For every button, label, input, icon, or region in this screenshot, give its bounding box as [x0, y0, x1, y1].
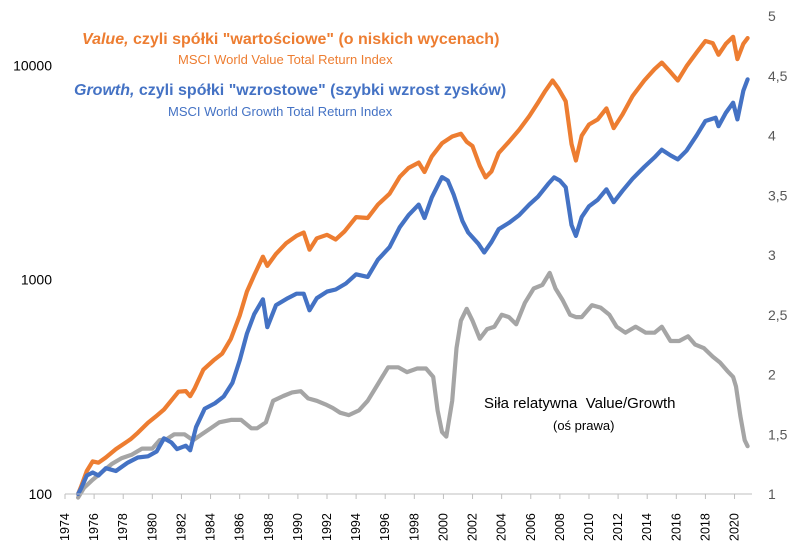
right-tick-label: 2 [768, 367, 776, 383]
right-axis-ticks: 1 1,5 2 2,5 3 3,5 4 4,5 5 [768, 8, 788, 502]
x-tick-label: 1986 [233, 513, 247, 541]
x-tick-label: 2004 [495, 513, 509, 541]
value-index-line [76, 34, 750, 497]
x-tick-label: 2016 [669, 513, 683, 541]
x-tick-label: 2012 [611, 513, 625, 541]
relative-strength-line [76, 270, 750, 500]
left-axis-ticks: 100 1000 10000 [13, 57, 52, 502]
x-tick-label: 1982 [174, 513, 188, 541]
right-tick-label: 3 [768, 247, 776, 263]
value-title-rest: czyli spółki "wartościowe" (o niskich wy… [129, 31, 500, 48]
x-tick-label: 1990 [291, 513, 305, 541]
left-tick-label: 100 [29, 486, 53, 502]
x-tick-label: 2014 [640, 513, 654, 541]
series-layer [76, 34, 750, 500]
right-tick-label: 3,5 [768, 187, 788, 203]
right-tick-label: 4 [768, 128, 776, 144]
right-tick-label: 1 [768, 486, 776, 502]
x-tick-label: 2008 [553, 513, 567, 541]
growth-title-italic: Growth, [74, 82, 134, 99]
growth-index-line [76, 77, 750, 497]
growth-title-rest: czyli spółki "wzrostowe" (szybki wzrost … [134, 82, 506, 99]
right-tick-label: 1,5 [768, 426, 788, 442]
x-tick-label: 1980 [145, 513, 159, 541]
left-tick-label: 10000 [13, 57, 52, 73]
right-tick-label: 4,5 [768, 68, 788, 84]
relative-strength-sublabel: (oś prawa) [553, 418, 614, 433]
x-tick-label: 1992 [320, 513, 334, 541]
x-tick-label: 2000 [436, 513, 450, 541]
x-tick-label: 1974 [58, 513, 72, 541]
right-tick-label: 5 [768, 8, 776, 24]
x-tick-label: 1994 [349, 513, 363, 541]
growth-subtitle: MSCI World Growth Total Return Index [168, 104, 393, 119]
relative-strength-label: Siła relatywna Value/Growth [484, 395, 675, 412]
x-tick-label: 2010 [582, 513, 596, 541]
value-title: Value, czyli spółki "wartościowe" (o nis… [82, 31, 499, 48]
x-tick-label: 2002 [466, 513, 480, 541]
left-tick-label: 1000 [21, 272, 52, 288]
x-axis-ticks: 1974 1976 1978 1980 1982 1984 1986 1988 1990 1992… [58, 494, 742, 541]
growth-title: Growth, czyli spółki "wzrostowe" (szybki… [74, 82, 506, 99]
value-subtitle: MSCI World Value Total Return Index [178, 52, 393, 67]
x-tick-label: 1996 [378, 513, 392, 541]
x-tick-label: 1998 [407, 513, 421, 541]
right-tick-label: 2,5 [768, 307, 788, 323]
value-title-italic: Value, [82, 31, 129, 48]
x-tick-label: 2020 [728, 513, 742, 541]
x-tick-label: 1976 [87, 513, 101, 541]
x-tick-label: 2006 [524, 513, 538, 541]
x-tick-label: 2018 [698, 513, 712, 541]
x-tick-label: 1988 [262, 513, 276, 541]
x-tick-label: 1984 [204, 513, 218, 541]
x-tick-label: 1978 [116, 513, 130, 541]
